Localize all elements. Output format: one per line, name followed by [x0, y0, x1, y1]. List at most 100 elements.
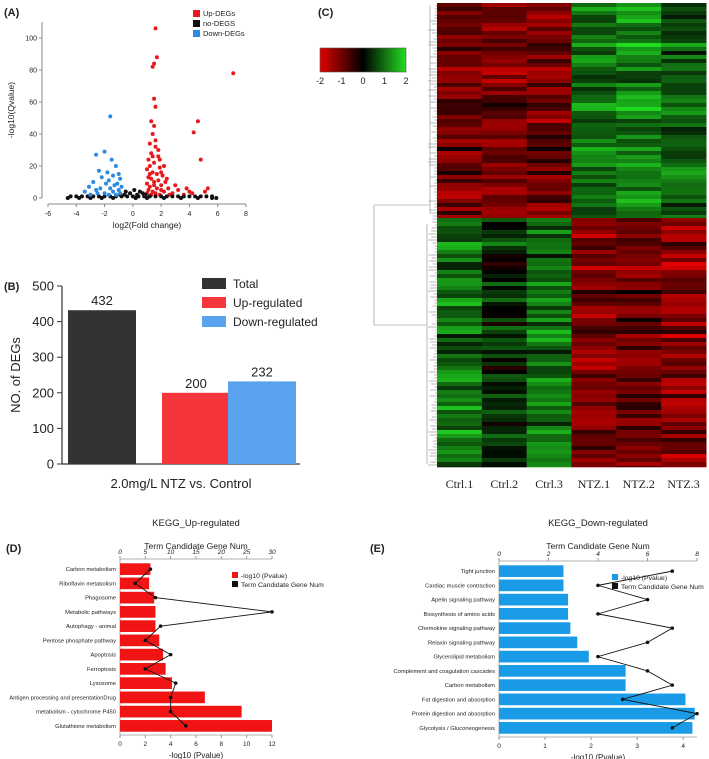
volcano-point [150, 154, 155, 159]
heatmap-cell [526, 246, 572, 251]
heatmap-cell [526, 43, 572, 48]
kegg-top-axis-label: Term Candidate Gene Num [546, 541, 649, 551]
kegg-gene-num-point [670, 726, 675, 730]
heatmap-cell [526, 366, 572, 371]
heatmap-cell [481, 155, 528, 160]
heatmap-cell [437, 266, 483, 271]
heatmap-cell [437, 55, 483, 60]
heatmap-cell [571, 107, 617, 112]
heatmap-cell [526, 318, 572, 323]
kegg-category-label: Complement and coagulation cascades [393, 669, 495, 675]
heatmap-cell [481, 390, 528, 395]
deg-y-axis-label: NO. of DEGs [8, 337, 23, 413]
heatmap-cell [661, 374, 707, 379]
heatmap-cell [437, 402, 483, 407]
kegg-gene-num-point [645, 640, 650, 645]
heatmap-cell [661, 230, 707, 235]
kegg-gene-num-point [670, 683, 675, 687]
heatmap-cell [526, 59, 572, 64]
heatmap-cell [437, 23, 483, 28]
heatmap-cell [661, 203, 707, 208]
kegg-bottom-tick-label: 4 [681, 743, 685, 750]
heatmap-column-label: Ctrl.3 [535, 477, 563, 491]
heatmap-cell [526, 3, 572, 8]
heatmap-cell [526, 302, 572, 307]
heatmap-cell [481, 370, 528, 375]
heatmap-cell [526, 15, 572, 20]
heatmap-cell [616, 75, 662, 80]
volcano-point [173, 183, 178, 188]
heatmap-cell [661, 191, 707, 196]
heatmap-cell [481, 438, 528, 443]
heatmap-column-label: NTZ.3 [667, 477, 699, 491]
kegg-category-label: Cardiac muscle contraction [425, 583, 495, 589]
heatmap-cell [481, 163, 528, 168]
heatmap-cell [481, 191, 528, 196]
heatmap-cell [616, 226, 662, 231]
heatmap-cell [437, 414, 483, 419]
kegg-title: KEGG_Down-regulated [548, 518, 648, 529]
heatmap-cell [481, 179, 528, 184]
heatmap-cell [481, 314, 528, 319]
heatmap-cell [481, 11, 528, 16]
heatmap-cell [481, 75, 528, 80]
heatmap-cell [571, 386, 617, 391]
heatmap-cell [526, 127, 572, 132]
volcano-point [157, 165, 162, 170]
heatmap-cell [437, 79, 483, 84]
heatmap-cell [661, 175, 707, 180]
heatmap-cell [571, 314, 617, 319]
heatmap-cell [616, 131, 662, 136]
heatmap-cell [616, 450, 662, 455]
heatmap-cell [481, 147, 528, 152]
heatmap-cell [481, 266, 528, 271]
heatmap-cell [526, 346, 572, 351]
heatmap-cell [571, 159, 617, 164]
heatmap-cell [661, 282, 707, 287]
heatmap-cell [481, 318, 528, 323]
heatmap-cell [616, 27, 662, 32]
heatmap-cell [661, 422, 707, 427]
kegg-gene-num-point [148, 567, 153, 571]
heatmap-cell [616, 334, 662, 339]
kegg-bar [499, 579, 564, 592]
heatmap-cell [526, 99, 572, 104]
heatmap-cell [526, 83, 572, 88]
heatmap-cell [437, 175, 483, 180]
heatmap-cell [481, 23, 528, 28]
volcano-point [149, 151, 154, 156]
heatmap-cell [481, 402, 528, 407]
heatmap-cell [437, 242, 483, 247]
heatmap-cell [661, 446, 707, 451]
kegg-bar [499, 565, 564, 577]
kegg-bar [120, 634, 160, 647]
kegg-bar [120, 606, 156, 618]
heatmap-cell [571, 318, 617, 323]
volcano-y-axis-label: -log10(Qvalue) [6, 82, 16, 138]
heatmap-cell [481, 262, 528, 267]
deg-bar [228, 381, 296, 464]
kegg-gene-num-point [168, 652, 173, 657]
deg-legend-label: Down-regulated [233, 315, 318, 329]
volcano-point [122, 192, 127, 197]
heatmap-cell [661, 314, 707, 319]
heatmap-cell [571, 290, 617, 295]
heatmap-cell [437, 370, 483, 375]
heatmap-cell [481, 183, 528, 188]
heatmap-cell [661, 83, 707, 88]
kegg-gene-num-point [143, 667, 148, 671]
heatmap-cell [571, 71, 617, 76]
heatmap-cell [616, 254, 662, 259]
kegg-bar [499, 622, 571, 634]
volcano-x-tick-label: 6 [216, 211, 220, 218]
kegg-category-label: Protein digestion and absorption [412, 712, 495, 718]
heatmap-cell [616, 222, 662, 227]
volcano-point [146, 188, 151, 192]
heatmap-cell [571, 95, 617, 100]
heatmap-cell [481, 270, 528, 275]
heatmap-cell [661, 95, 707, 100]
heatmap-cell [571, 454, 617, 459]
heatmap-cell [437, 87, 483, 92]
deg-bar [68, 310, 136, 464]
heatmap-cell [616, 43, 662, 48]
